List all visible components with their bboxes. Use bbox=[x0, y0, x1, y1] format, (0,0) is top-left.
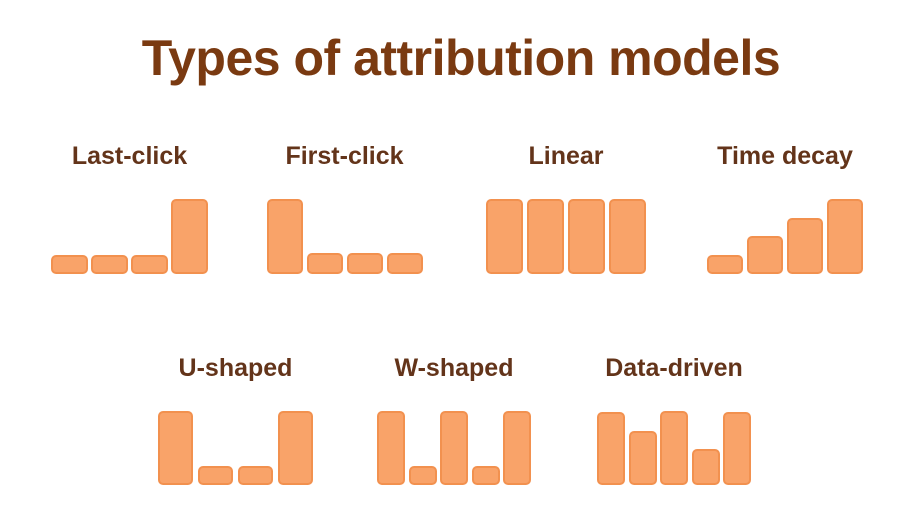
bar bbox=[486, 199, 523, 274]
bar-row bbox=[266, 199, 423, 274]
bar bbox=[171, 199, 208, 274]
chart-time-decay: Time decay bbox=[707, 140, 863, 274]
bar bbox=[377, 411, 405, 485]
chart-linear: Linear bbox=[486, 140, 646, 274]
page-title: Types of attribution models bbox=[141, 30, 781, 86]
chart-last-click: Last-click bbox=[51, 140, 208, 274]
bar-row bbox=[158, 411, 313, 485]
bar-row bbox=[377, 411, 531, 485]
bar bbox=[198, 466, 233, 485]
bar bbox=[707, 255, 743, 274]
bar-row bbox=[51, 199, 208, 274]
bar bbox=[660, 411, 688, 485]
chart-w-shaped: W-shaped bbox=[377, 352, 531, 485]
bar bbox=[628, 431, 657, 485]
bar bbox=[609, 199, 646, 274]
bar bbox=[471, 466, 500, 485]
bar bbox=[787, 218, 823, 274]
bar bbox=[747, 236, 783, 274]
bar bbox=[346, 253, 383, 274]
chart-data-driven: Data-driven bbox=[597, 352, 751, 485]
chart-label-last-click: Last-click bbox=[71, 142, 188, 170]
bar bbox=[238, 466, 273, 485]
bar bbox=[408, 466, 437, 485]
bar bbox=[723, 412, 751, 485]
bar bbox=[51, 255, 88, 274]
bar bbox=[131, 255, 168, 274]
chart-label-u-shaped: U-shaped bbox=[178, 354, 293, 382]
chart-u-shaped: U-shaped bbox=[158, 352, 313, 485]
bar bbox=[266, 199, 303, 274]
chart-label-time-decay: Time decay bbox=[717, 142, 853, 170]
bar bbox=[440, 411, 468, 485]
bar bbox=[568, 199, 605, 274]
bar bbox=[386, 253, 423, 274]
chart-label-w-shaped: W-shaped bbox=[394, 354, 514, 382]
bar bbox=[158, 411, 193, 485]
bar bbox=[91, 255, 128, 274]
chart-label-first-click: First-click bbox=[285, 142, 404, 170]
chart-first-click: First-click bbox=[266, 140, 423, 274]
bar bbox=[527, 199, 564, 274]
chart-label-linear: Linear bbox=[528, 142, 604, 170]
bar bbox=[278, 411, 313, 485]
bar bbox=[597, 412, 625, 485]
bar bbox=[827, 199, 863, 274]
chart-label-data-driven: Data-driven bbox=[605, 354, 743, 382]
bar bbox=[503, 411, 531, 485]
bar-row bbox=[597, 411, 751, 485]
bar-row bbox=[486, 199, 646, 274]
bar bbox=[306, 253, 343, 274]
bar-row bbox=[707, 199, 863, 274]
bar bbox=[691, 449, 720, 485]
